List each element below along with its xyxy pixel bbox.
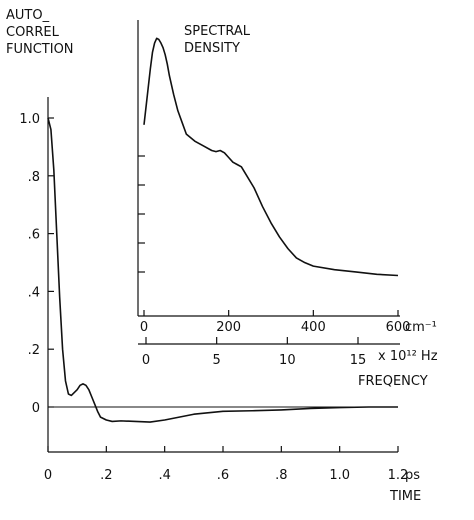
main-y-tick-label: 0 xyxy=(32,401,40,416)
main-y-tick-label: 1.0 xyxy=(19,112,40,127)
frequency-tick-label: 5 xyxy=(213,353,221,368)
main-ylabel-line-1: AUTO_ xyxy=(6,8,50,23)
inset-x-tick-label: 0 xyxy=(140,320,148,335)
main-x-tick-label: 1.0 xyxy=(329,468,350,483)
main-x-tick-label: 0 xyxy=(44,468,52,483)
main-x-tick-label: .8 xyxy=(275,468,287,483)
main-x-unit: ps xyxy=(405,468,420,483)
inset-plot: SPECTRAL DENSITY 0 200 400 600 cm⁻¹ 0 5 10 15 … xyxy=(137,20,438,389)
inset-title-backdrop xyxy=(138,20,398,40)
main-x-tick-label: .6 xyxy=(217,468,229,483)
main-ylabel-line-2: CORREL xyxy=(6,25,60,40)
inset-x-tick-label: 200 xyxy=(216,320,241,335)
main-x-tick-label: 1.2 xyxy=(388,468,409,483)
frequency-tick-label: 10 xyxy=(279,353,296,368)
frequency-ticks: 0 5 10 15 xyxy=(142,337,366,368)
main-series-line xyxy=(47,117,398,423)
main-xlabel: TIME xyxy=(389,489,421,504)
frequency-label: FREQENCY xyxy=(358,374,428,389)
main-y-tick-label: .6 xyxy=(28,228,40,243)
inset-series-line xyxy=(143,37,399,277)
main-y-tick-label: .2 xyxy=(28,343,40,358)
main-x-tick-label: .4 xyxy=(158,468,170,483)
inset-x-tick-label: 600 xyxy=(386,320,411,335)
frequency-tick-label: 0 xyxy=(142,353,150,368)
inset-y-ticks xyxy=(138,155,145,273)
main-x-tick-label: .2 xyxy=(100,468,112,483)
main-y-ticks: 0 .2 .4 .6 .8 1.0 xyxy=(19,112,54,416)
inset-x-ticks: 0 200 400 600 xyxy=(140,310,411,335)
frequency-tick-label: 15 xyxy=(350,353,367,368)
inset-title-line-2: DENSITY xyxy=(184,41,240,56)
main-y-tick-label: .4 xyxy=(28,285,40,300)
inset-x-tick-label: 400 xyxy=(301,320,326,335)
main-y-tick-label: .8 xyxy=(28,170,40,185)
inset-title-line-1: SPECTRAL xyxy=(184,24,251,39)
inset-x-unit: cm⁻¹ xyxy=(405,320,437,335)
main-plot: AUTO_ CORREL FUNCTION 0 .2 .4 .6 .8 1.0 0 .2 .4… xyxy=(6,8,421,504)
main-x-ticks: 0 .2 .4 .6 .8 1.0 1.2 xyxy=(44,446,408,483)
frequency-unit: x 10¹² Hz xyxy=(378,349,438,364)
main-ylabel-line-3: FUNCTION xyxy=(6,42,74,57)
